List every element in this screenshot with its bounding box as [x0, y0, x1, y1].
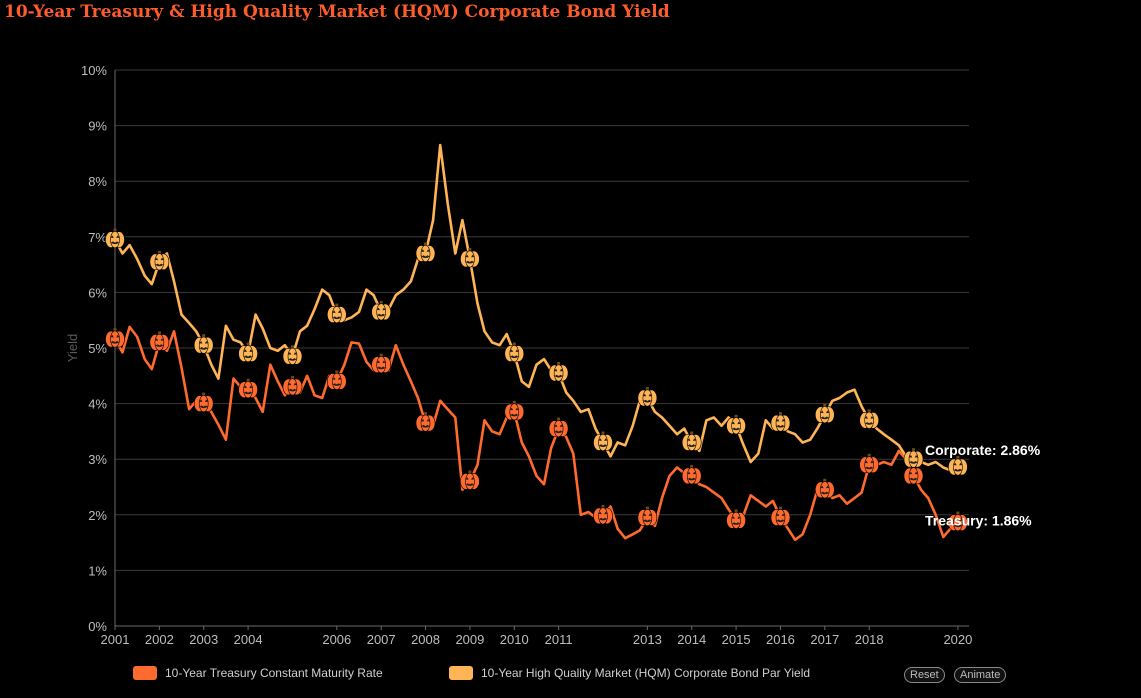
y-tick-label: 5%: [88, 341, 107, 356]
x-tick-label: 2017: [810, 632, 839, 647]
x-tick-label: 2006: [322, 632, 351, 647]
x-tick-label: 2015: [722, 632, 751, 647]
pumpkin-icon[interactable]: [149, 250, 170, 271]
legend-label-treasury: 10-Year Treasury Constant Maturity Rate: [165, 666, 383, 680]
y-tick-label: 1%: [88, 563, 107, 578]
chart-title: 10-Year Treasury & High Quality Market (…: [4, 2, 670, 22]
y-tick-label: 3%: [88, 452, 107, 467]
x-tick-label: 2004: [234, 632, 263, 647]
legend-item-corporate[interactable]: 10-Year High Quality Market (HQM) Corpor…: [449, 666, 810, 680]
pumpkin-icon[interactable]: [681, 464, 702, 485]
pumpkin-icon[interactable]: [105, 328, 125, 348]
y-tick-label: 7%: [88, 230, 107, 245]
x-tick-label: 2010: [500, 632, 529, 647]
pumpkin-icon[interactable]: [637, 506, 658, 527]
pumpkin-icon[interactable]: [460, 470, 480, 490]
pumpkin-icon[interactable]: [548, 417, 569, 438]
pumpkin-icon[interactable]: [282, 345, 303, 365]
pumpkin-icon[interactable]: [238, 342, 258, 363]
y-tick-label: 4%: [88, 397, 107, 412]
reset-button[interactable]: Reset: [904, 667, 945, 683]
x-tick-label: 2014: [677, 632, 706, 647]
pumpkin-icon[interactable]: [770, 506, 791, 527]
pumpkin-icon[interactable]: [814, 403, 835, 424]
end-label-treasury: Treasury: 1.86%: [925, 513, 1032, 529]
end-label-corporate: Corporate: 2.86%: [925, 442, 1041, 458]
x-tick-label: 2001: [101, 632, 130, 647]
animate-button[interactable]: Animate: [954, 667, 1007, 683]
y-tick-label: 10%: [81, 63, 107, 78]
pumpkin-icon[interactable]: [282, 375, 303, 396]
pumpkin-icon[interactable]: [326, 303, 347, 324]
pumpkin-icon[interactable]: [105, 228, 125, 249]
pumpkin-icon[interactable]: [548, 362, 569, 382]
y-tick-label: 9%: [88, 119, 107, 134]
legend-item-treasury[interactable]: 10-Year Treasury Constant Maturity Rate: [133, 666, 383, 680]
x-tick-label: 2002: [145, 632, 174, 647]
pumpkin-icon[interactable]: [637, 387, 658, 407]
pumpkin-icon[interactable]: [593, 504, 613, 525]
pumpkin-icon[interactable]: [238, 378, 258, 399]
x-tick-label: 2007: [367, 632, 396, 647]
pumpkin-icon[interactable]: [903, 464, 924, 485]
legend-label-corporate: 10-Year High Quality Market (HQM) Corpor…: [481, 666, 811, 680]
x-tick-label: 2013: [633, 632, 662, 647]
y-tick-label: 8%: [88, 174, 107, 189]
pumpkin-icon[interactable]: [149, 331, 170, 351]
y-axis-label: Yield: [65, 334, 80, 362]
pumpkin-icon[interactable]: [681, 431, 702, 451]
series-line-corporate: [113, 143, 959, 472]
pumpkin-icon[interactable]: [814, 478, 835, 499]
y-tick-label: 6%: [88, 285, 107, 300]
pumpkin-icon[interactable]: [903, 448, 924, 468]
pumpkin-icon[interactable]: [460, 248, 480, 268]
pumpkin-icon[interactable]: [948, 511, 968, 532]
pumpkin-icon[interactable]: [371, 300, 392, 321]
pumpkin-icon[interactable]: [415, 242, 436, 262]
x-tick-label: 2016: [766, 632, 795, 647]
pumpkin-icon[interactable]: [193, 392, 214, 413]
pumpkin-icon[interactable]: [859, 409, 880, 429]
pumpkin-icon[interactable]: [770, 412, 791, 432]
x-tick-label: 2011: [545, 632, 573, 647]
y-tick-label: 2%: [88, 508, 107, 523]
legend: 10-Year Treasury Constant Maturity Rate …: [0, 666, 1141, 688]
pumpkin-icon[interactable]: [193, 334, 214, 354]
pumpkin-icon[interactable]: [859, 453, 880, 474]
pumpkin-icon[interactable]: [726, 414, 746, 435]
y-tick-label: 0%: [88, 619, 107, 634]
x-tick-label: 2020: [943, 632, 972, 647]
x-tick-label: 2008: [411, 632, 440, 647]
pumpkin-icon[interactable]: [415, 412, 436, 432]
legend-swatch-treasury: [133, 666, 157, 680]
legend-swatch-corporate: [449, 666, 473, 680]
pumpkin-icon[interactable]: [593, 431, 613, 451]
pumpkin-icon[interactable]: [326, 370, 347, 390]
x-tick-label: 2009: [455, 632, 484, 647]
x-tick-label: 2018: [855, 632, 884, 647]
x-tick-label: 2003: [189, 632, 218, 647]
pumpkin-icon[interactable]: [504, 400, 525, 421]
pumpkin-icon[interactable]: [504, 342, 525, 363]
pumpkin-icon[interactable]: [948, 456, 968, 476]
pumpkin-icon[interactable]: [371, 353, 392, 374]
pumpkin-icon[interactable]: [726, 509, 746, 529]
